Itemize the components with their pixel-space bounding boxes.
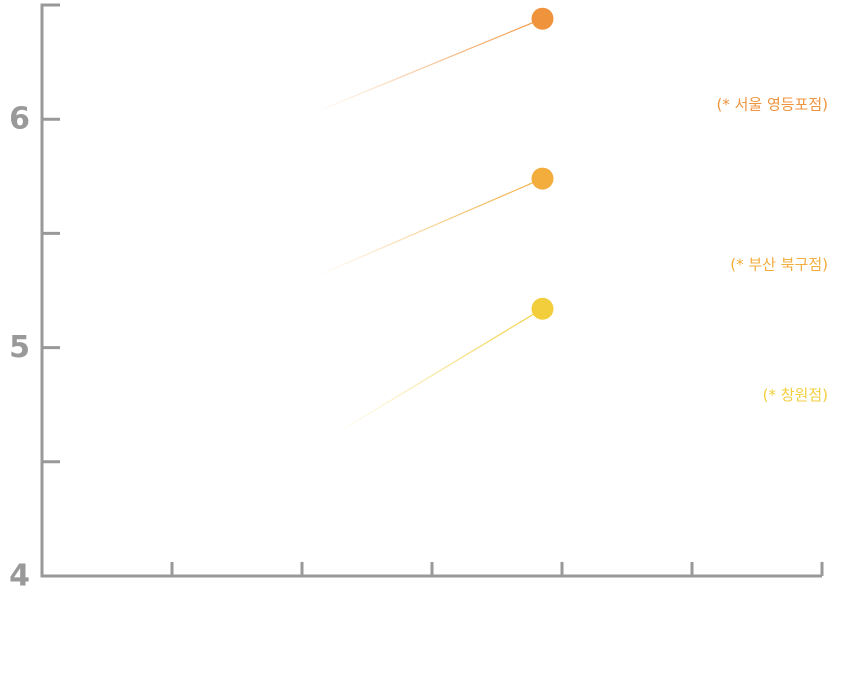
series-point <box>531 297 554 320</box>
series-labels: (* 서울 영등포점) (* 부산 북구점) (* 창원점) <box>716 96 828 404</box>
series-line <box>334 308 543 435</box>
series-label: (* 부산 북구점) <box>730 256 828 274</box>
series-point <box>531 167 554 190</box>
series-point <box>531 7 554 30</box>
series-group <box>314 7 554 435</box>
series-label: (* 서울 영등포점) <box>716 96 828 114</box>
series-line <box>314 178 543 278</box>
y-tick-label: 4 <box>9 559 30 594</box>
y-tick-label: 6 <box>9 102 30 137</box>
series-line <box>314 18 543 113</box>
y-tick-label: 5 <box>9 330 30 365</box>
axes: 4 5 6 <box>9 3 824 594</box>
series-label: (* 창원점) <box>763 386 828 404</box>
